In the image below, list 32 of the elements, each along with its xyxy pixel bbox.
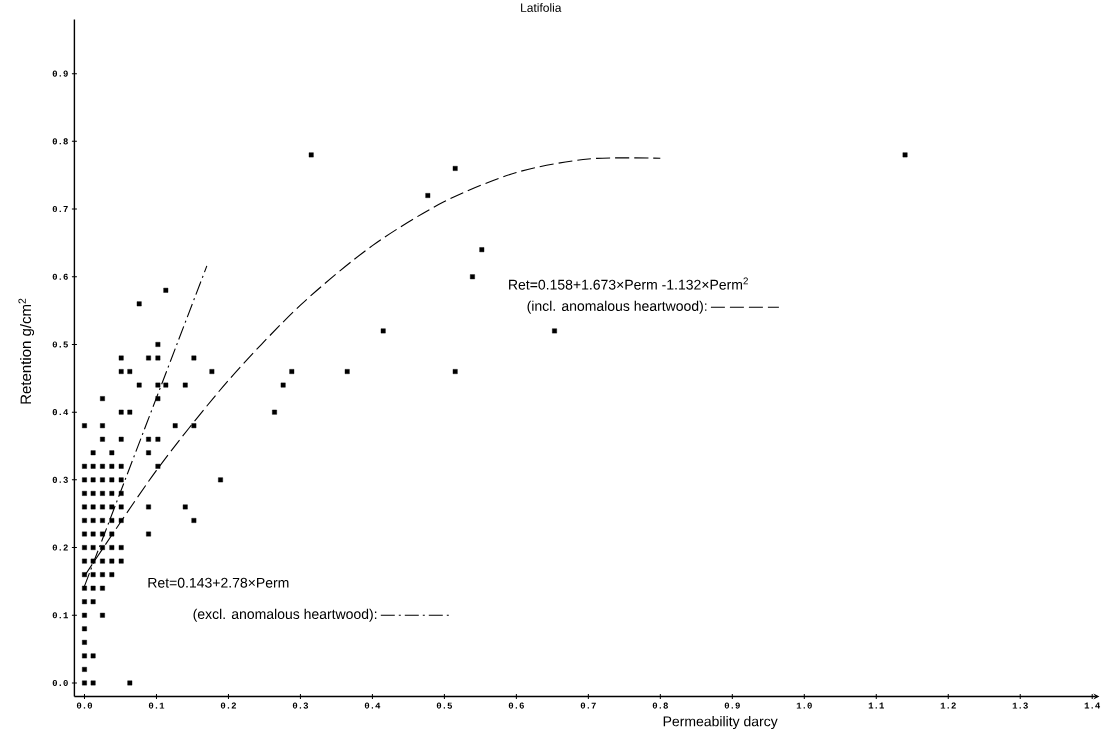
x-tick-label: 0.6: [508, 702, 524, 709]
y-tick-label: 0.8: [52, 138, 68, 145]
x-tick-label: 0.4: [364, 702, 381, 709]
x-axis-title: Permeability darcy: [663, 716, 778, 730]
x-tick-label: 1.4: [1084, 702, 1101, 709]
y-axis-title: Retention g/cm$^{2}$: [18, 298, 35, 404]
x-tick-label: 1.1: [868, 702, 884, 709]
x-tick-label: 0.9: [724, 702, 740, 709]
y-tick-label: 0.0: [52, 679, 68, 687]
annotation: Ret=0.143+2.78×Perm: [148, 577, 289, 588]
x-tick-label: 0.7: [580, 702, 596, 709]
x-tick-label: 1.0: [796, 702, 812, 709]
x-tick-label: 0.0: [76, 702, 93, 709]
y-tick-label: 0.5: [52, 341, 68, 348]
y-tick-label: 0.7: [52, 206, 68, 213]
x-tick-label: 0.8: [652, 702, 668, 709]
x-tick-label: 1.3: [1012, 702, 1028, 709]
y-tick-label: 0.2: [52, 544, 68, 551]
x-tick-label: 0.1: [148, 702, 165, 709]
y-tick-label: 0.6: [52, 273, 68, 280]
x-tick-label: 0.3: [292, 702, 309, 709]
x-tick-label: 1.2: [940, 702, 956, 709]
y-tick-label: 0.4: [52, 409, 69, 416]
chart-title: Latifolia: [521, 3, 562, 12]
annotation: Ret=0.158+1.673×Perm -1.132×Perm$^{2}$: [509, 277, 748, 290]
legend-label: (incl. anomalous heartwood):: [527, 300, 707, 314]
x-tick-label: 0.2: [220, 702, 237, 709]
legend-label: (excl. anomalous heartwood):: [193, 608, 377, 622]
x-tick-label: 0.5: [436, 702, 453, 709]
y-tick-label: 0.9: [52, 70, 68, 77]
y-tick-label: 0.3: [52, 476, 68, 483]
y-tick-label: 0.1: [52, 612, 68, 619]
